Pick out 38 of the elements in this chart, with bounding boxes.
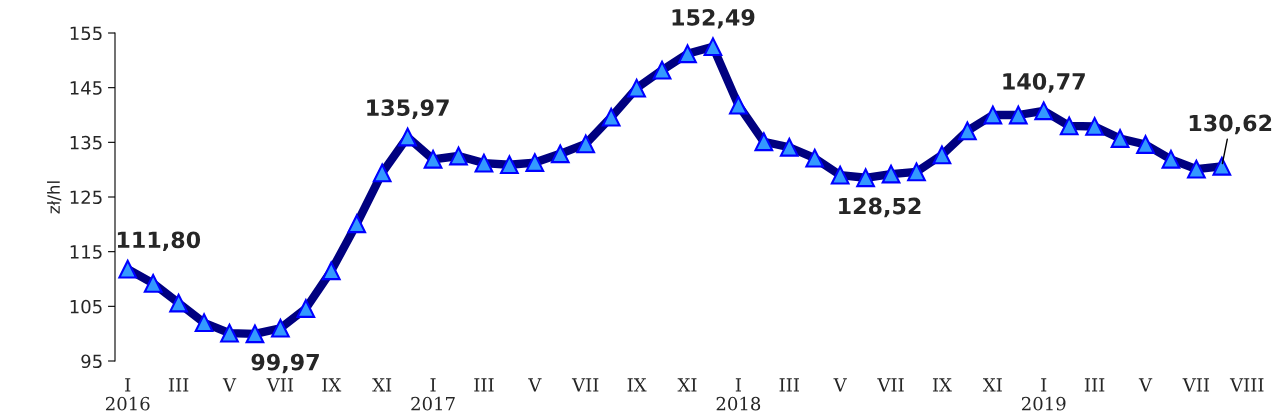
y-axis-title: zł/hl xyxy=(47,181,62,214)
x-tick-label: III xyxy=(1084,378,1105,392)
y-tick-label: 125 xyxy=(70,190,102,205)
x-tick-label: VII xyxy=(571,378,599,392)
x-tick-label: I 2018 xyxy=(716,378,761,411)
x-tick-label: VII xyxy=(877,378,904,392)
y-tick-label: 95 xyxy=(81,354,102,369)
x-tick-label: V xyxy=(1138,378,1153,392)
x-tick-label: I 2016 xyxy=(105,378,150,411)
y-tick-label: 105 xyxy=(70,299,102,314)
y-tick-label: 135 xyxy=(70,135,102,150)
y-tick-label: 155 xyxy=(70,26,102,41)
x-tick-label: V xyxy=(222,378,237,392)
x-tick-label: XI xyxy=(982,378,1002,392)
x-tick-label: XI xyxy=(372,378,392,392)
x-tick-label: III xyxy=(168,378,189,392)
data-label: 135,97 xyxy=(367,99,449,119)
y-tick-label: 145 xyxy=(70,81,102,95)
x-tick-label: VII xyxy=(1182,378,1210,392)
x-tick-label: I 2017 xyxy=(411,378,455,411)
data-label: 130,62 xyxy=(1189,114,1272,135)
data-label: 128,52 xyxy=(839,197,921,218)
data-label: 140,77 xyxy=(1003,73,1085,93)
x-tick-label: IX xyxy=(322,378,342,392)
x-tick-label: XI xyxy=(677,378,697,392)
data-label: 152,49 xyxy=(672,8,755,29)
x-tick-label: V xyxy=(833,378,847,392)
x-tick-label: VII xyxy=(266,378,294,392)
x-tick-label: V xyxy=(528,378,542,392)
x-tick-label: III xyxy=(474,378,494,392)
x-tick-label: III xyxy=(779,378,799,392)
x-tick-label: I 2019 xyxy=(1021,378,1066,411)
x-tick-label: IX xyxy=(627,378,647,392)
data-label: 99,97 xyxy=(251,353,319,374)
x-tick-label: VIII xyxy=(1229,378,1264,392)
data-label: 111,80 xyxy=(117,231,201,252)
y-tick-label: 115 xyxy=(70,245,102,259)
x-tick-label: IX xyxy=(932,378,952,392)
